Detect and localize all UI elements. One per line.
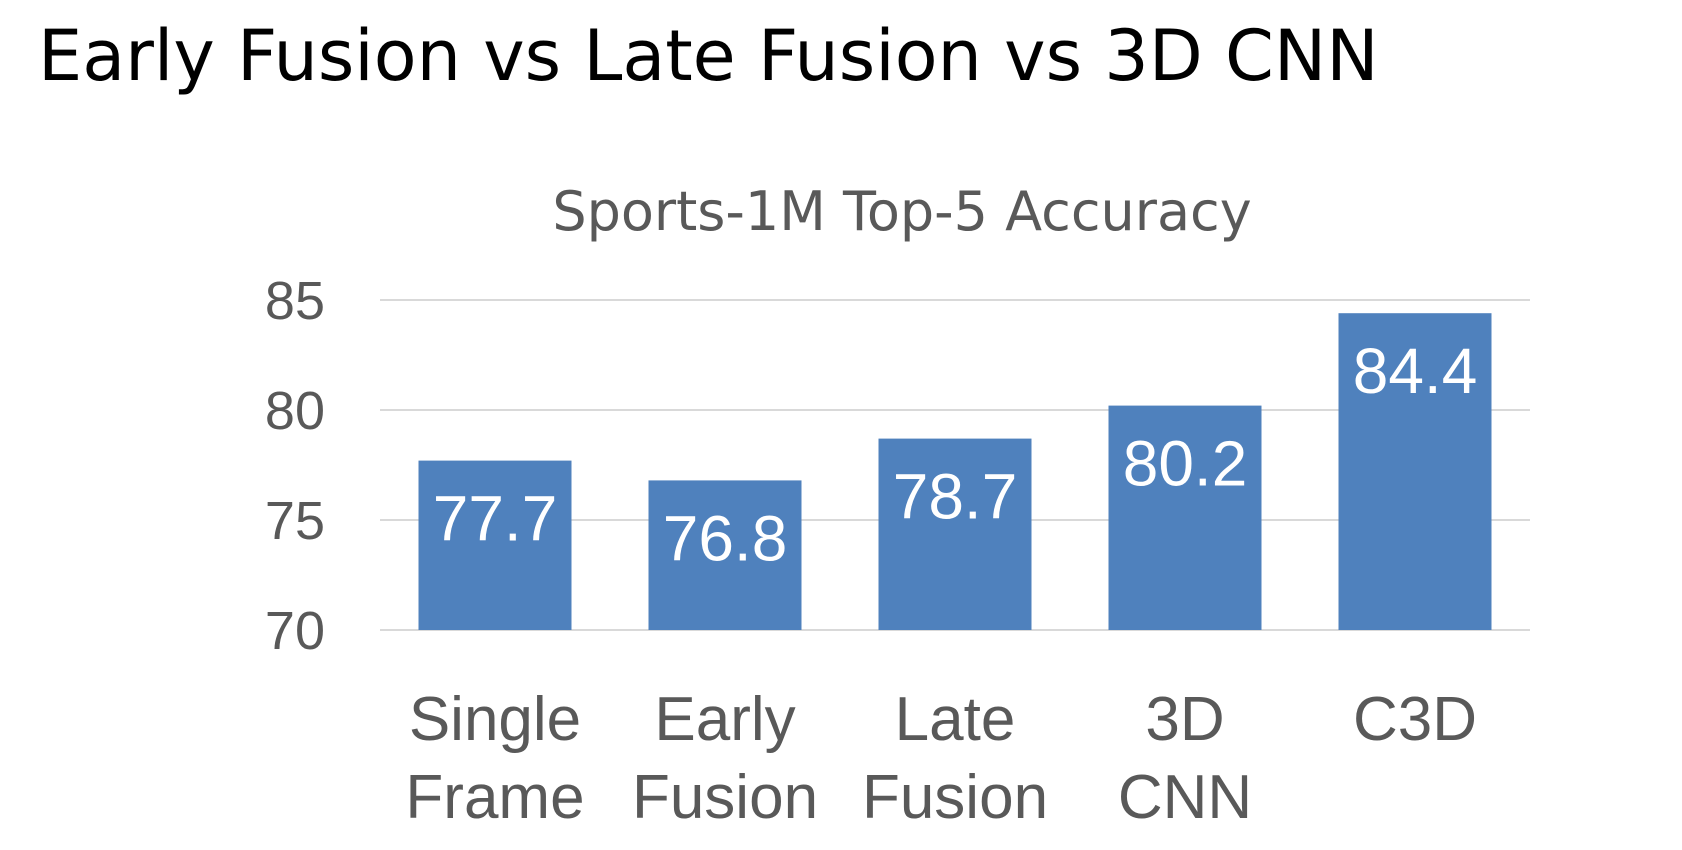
bar (878, 438, 1032, 630)
category-label: Fusion (862, 763, 1048, 832)
category-label: Late (895, 685, 1016, 754)
data-labels: 77.7 76.8 78.7 80.2 84.4 (433, 335, 1478, 574)
bar (418, 460, 572, 630)
y-tick-label: 85 (265, 271, 325, 331)
data-label: 77.7 (433, 483, 558, 555)
category-label: Single (409, 685, 581, 754)
bar (1338, 313, 1492, 630)
chart-title: Sports-1M Top-5 Accuracy (552, 180, 1251, 243)
y-tick-label: 75 (265, 491, 325, 551)
y-tick-label: 70 (265, 601, 325, 661)
bar (648, 480, 802, 630)
data-label: 84.4 (1353, 335, 1478, 407)
y-tick-label: 80 (265, 381, 325, 441)
category-label: Early (654, 685, 795, 754)
data-label: 76.8 (663, 502, 788, 574)
slide-title: Early Fusion vs Late Fusion vs 3D CNN (38, 15, 1379, 97)
y-axis: 70 75 80 85 (265, 271, 325, 661)
data-label: 80.2 (1123, 428, 1248, 500)
category-label: Fusion (632, 763, 818, 832)
category-label: CNN (1118, 763, 1252, 832)
bars (418, 313, 1492, 630)
category-label: C3D (1353, 685, 1477, 754)
category-label: 3D (1145, 685, 1224, 754)
category-label: Frame (405, 763, 584, 832)
bar (1108, 405, 1262, 630)
data-label: 78.7 (893, 461, 1018, 533)
x-axis: Single Frame Early Fusion Late Fusion 3D CNN C3D (405, 685, 1477, 832)
